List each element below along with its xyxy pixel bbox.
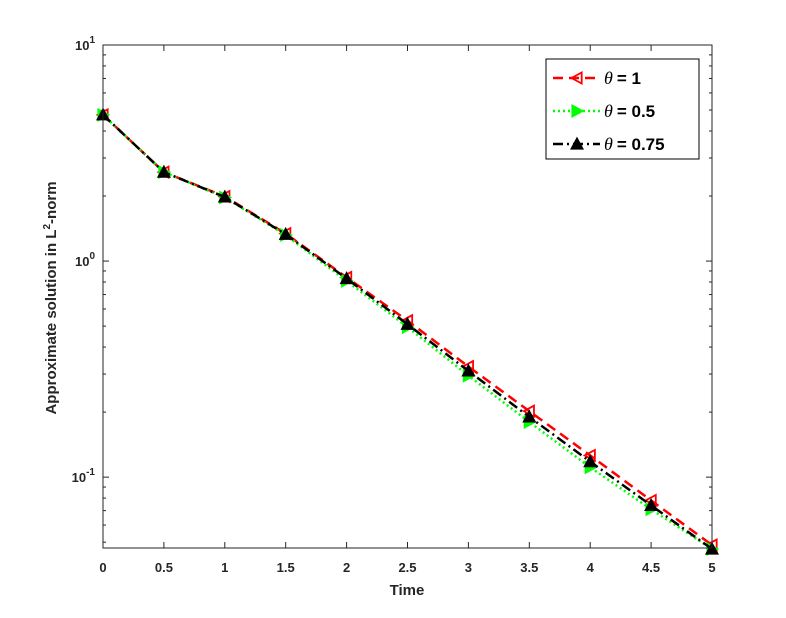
y-tick-label: 100 bbox=[75, 251, 95, 269]
legend-entries: θ = 1θ = 0.5θ = 0.75 bbox=[553, 68, 665, 154]
x-tick-label: 1 bbox=[221, 560, 228, 575]
legend-label: θ = 0.5 bbox=[604, 101, 655, 121]
x-tick-label: 0.5 bbox=[155, 560, 173, 575]
x-tick-label: 0 bbox=[99, 560, 106, 575]
legend-symbol: θ bbox=[604, 134, 613, 154]
x-tick-label: 1.5 bbox=[277, 560, 295, 575]
plot-frame bbox=[102, 44, 713, 549]
x-tick-label: 4 bbox=[587, 560, 595, 575]
legend: θ = 1θ = 0.5θ = 0.75 bbox=[545, 58, 700, 160]
y-axis-label-sup: 2 bbox=[42, 224, 53, 230]
y-tick-base: 10 bbox=[75, 38, 89, 53]
legend-name: = 0.5 bbox=[617, 102, 655, 121]
y-tick-exp: -1 bbox=[86, 467, 95, 478]
data-point bbox=[278, 226, 293, 240]
legend-entry: θ = 0.5 bbox=[553, 101, 655, 121]
legend-label: θ = 1 bbox=[604, 68, 641, 88]
x-tick-label: 3 bbox=[465, 560, 472, 575]
data-point bbox=[339, 271, 354, 285]
series-line bbox=[102, 113, 713, 551]
y-axis-label-main: Approximate solution in L bbox=[43, 230, 60, 415]
legend-marker bbox=[569, 136, 585, 150]
legend-name: = 1 bbox=[617, 69, 641, 88]
data-point bbox=[156, 164, 171, 178]
x-axis-ticks: 0 0.5 1 1.5 2 2.5 3 3.5 4 4.5 5 bbox=[99, 45, 716, 575]
y-axis-label: Approximate solution in L2-norm bbox=[42, 181, 60, 414]
y-tick-label: 101 bbox=[75, 35, 95, 53]
data-point bbox=[644, 498, 659, 511]
x-tick-label: 4.5 bbox=[642, 560, 660, 575]
legend-entry: θ = 1 bbox=[553, 68, 641, 88]
y-tick-exp: 1 bbox=[89, 35, 95, 46]
data-point bbox=[522, 409, 537, 423]
series-layer bbox=[95, 107, 720, 557]
x-tick-label: 3.5 bbox=[520, 560, 538, 575]
legend-label: θ = 0.75 bbox=[604, 134, 665, 154]
legend-marker bbox=[569, 70, 583, 86]
y-tick-exp: 0 bbox=[89, 251, 95, 262]
legend-symbol: θ bbox=[604, 68, 613, 88]
y-tick-base: 10 bbox=[72, 470, 86, 485]
x-tick-label: 5 bbox=[708, 560, 715, 575]
y-tick-base: 10 bbox=[75, 254, 89, 269]
legend-entry: θ = 0.75 bbox=[553, 134, 665, 154]
data-point bbox=[217, 189, 232, 203]
legend-marker bbox=[571, 103, 585, 119]
data-point bbox=[461, 363, 476, 377]
legend-name: = 0.75 bbox=[617, 135, 665, 154]
x-tick-label: 2.5 bbox=[398, 560, 416, 575]
x-axis-label: Time bbox=[390, 582, 425, 599]
legend-symbol: θ bbox=[604, 101, 613, 121]
data-point bbox=[704, 541, 720, 555]
x-tick-label: 2 bbox=[343, 560, 350, 575]
y-tick-label: 10-1 bbox=[72, 467, 96, 485]
data-point bbox=[583, 454, 598, 468]
y-axis-label-tail: -norm bbox=[43, 181, 60, 224]
data-point bbox=[400, 316, 415, 330]
